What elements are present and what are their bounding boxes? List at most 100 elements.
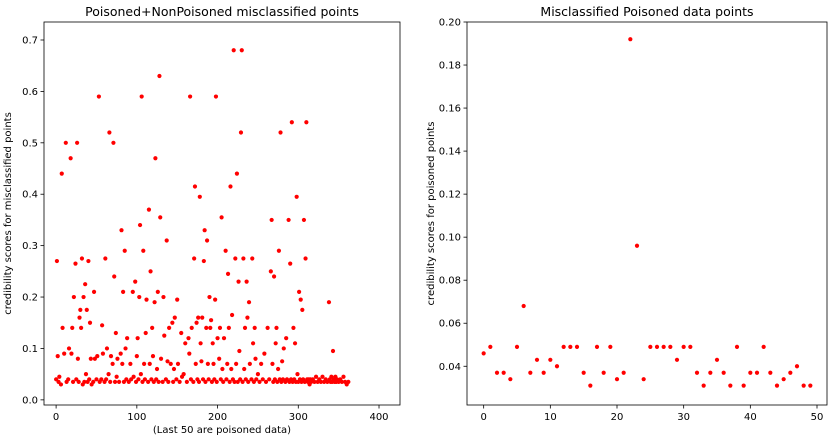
data-point [250,341,256,346]
y-tick-label: 0.14 [439,147,461,158]
data-point [312,379,317,384]
data-point [714,357,720,362]
plot-frame [43,21,401,406]
data-point [232,379,237,384]
data-point [133,279,138,284]
data-point [265,325,270,330]
data-point [108,354,114,359]
data-point [108,379,113,384]
data-point [207,294,212,300]
data-point [66,346,72,351]
data-point [147,361,152,366]
data-point [219,215,224,220]
data-point [242,325,248,330]
data-point [291,325,296,330]
data-point [648,344,653,349]
data-point [152,300,157,305]
data-point [104,346,110,351]
data-point [175,361,181,366]
x-tick-label: 50 [811,412,824,423]
chart-title: Misclassified Poisoned data points [540,4,753,19]
data-point [608,344,613,349]
data-point [346,379,351,384]
data-point [281,346,286,351]
data-point [774,383,780,388]
data-point [96,94,101,99]
data-point [213,94,219,99]
data-point [100,351,106,356]
data-point [318,379,323,384]
data-point [614,377,620,382]
data-point [62,351,67,356]
data-point [581,370,586,375]
data-point [228,184,233,189]
data-point [131,374,136,379]
data-point [240,379,245,384]
y-tick-label: 0.18 [439,61,461,72]
data-point [73,261,78,266]
data-point [794,364,800,369]
data-point [87,377,92,382]
x-tick-label: 300 [289,412,308,423]
data-point [171,366,177,372]
data-point [86,258,91,264]
data-point [262,351,267,356]
data-point [141,248,146,253]
data-point [561,344,566,349]
data-point [142,361,147,366]
data-point [548,357,553,362]
data-point [201,258,206,264]
data-point [199,359,204,364]
data-point [254,377,259,382]
data-point [260,377,265,382]
data-point [225,271,231,277]
y-tick-label: 0.2 [22,293,38,304]
data-point [99,377,104,382]
data-point [296,289,302,294]
data-point [313,374,319,379]
data-point [255,372,261,377]
data-point [165,359,170,364]
data-point [217,325,223,330]
chart-1: 0 100 200 300 400 0.0 0.1 0.2 0.3 0.4 0.5 0.6 0.7 Poi… [3,4,401,436]
data-point [788,370,793,375]
data-point [192,256,197,261]
data-point [138,372,143,377]
data-point [142,377,148,382]
data-point [238,130,244,135]
data-point [192,184,198,189]
data-point [114,374,119,379]
data-point [158,215,163,220]
data-point [103,256,108,261]
x-tick-label: 0 [480,412,486,423]
data-point [58,382,64,387]
data-point [130,289,135,294]
data-point [588,383,593,388]
data-point [245,315,250,320]
data-point [95,354,100,359]
data-point [213,297,218,302]
data-point [229,366,234,372]
data-point [341,374,346,379]
data-point [267,377,272,382]
data-point [139,94,144,99]
data-point [270,361,275,366]
data-point [198,341,203,346]
data-point [162,333,167,338]
data-point [144,297,149,302]
data-point [204,238,210,243]
data-point [154,366,160,372]
data-point [210,341,215,346]
x-tick-label: 0 [53,412,59,423]
data-point [136,377,141,382]
y-axis-label: credibility scores for misclassified poi… [3,112,14,315]
y-tick-label: 0.3 [22,241,38,252]
data-point [77,315,82,320]
data-point [179,330,184,336]
data-point [320,374,325,379]
data-point [167,325,172,330]
data-point [253,356,258,361]
data-point [88,356,93,361]
data-point [601,370,606,375]
data-point [303,256,308,261]
